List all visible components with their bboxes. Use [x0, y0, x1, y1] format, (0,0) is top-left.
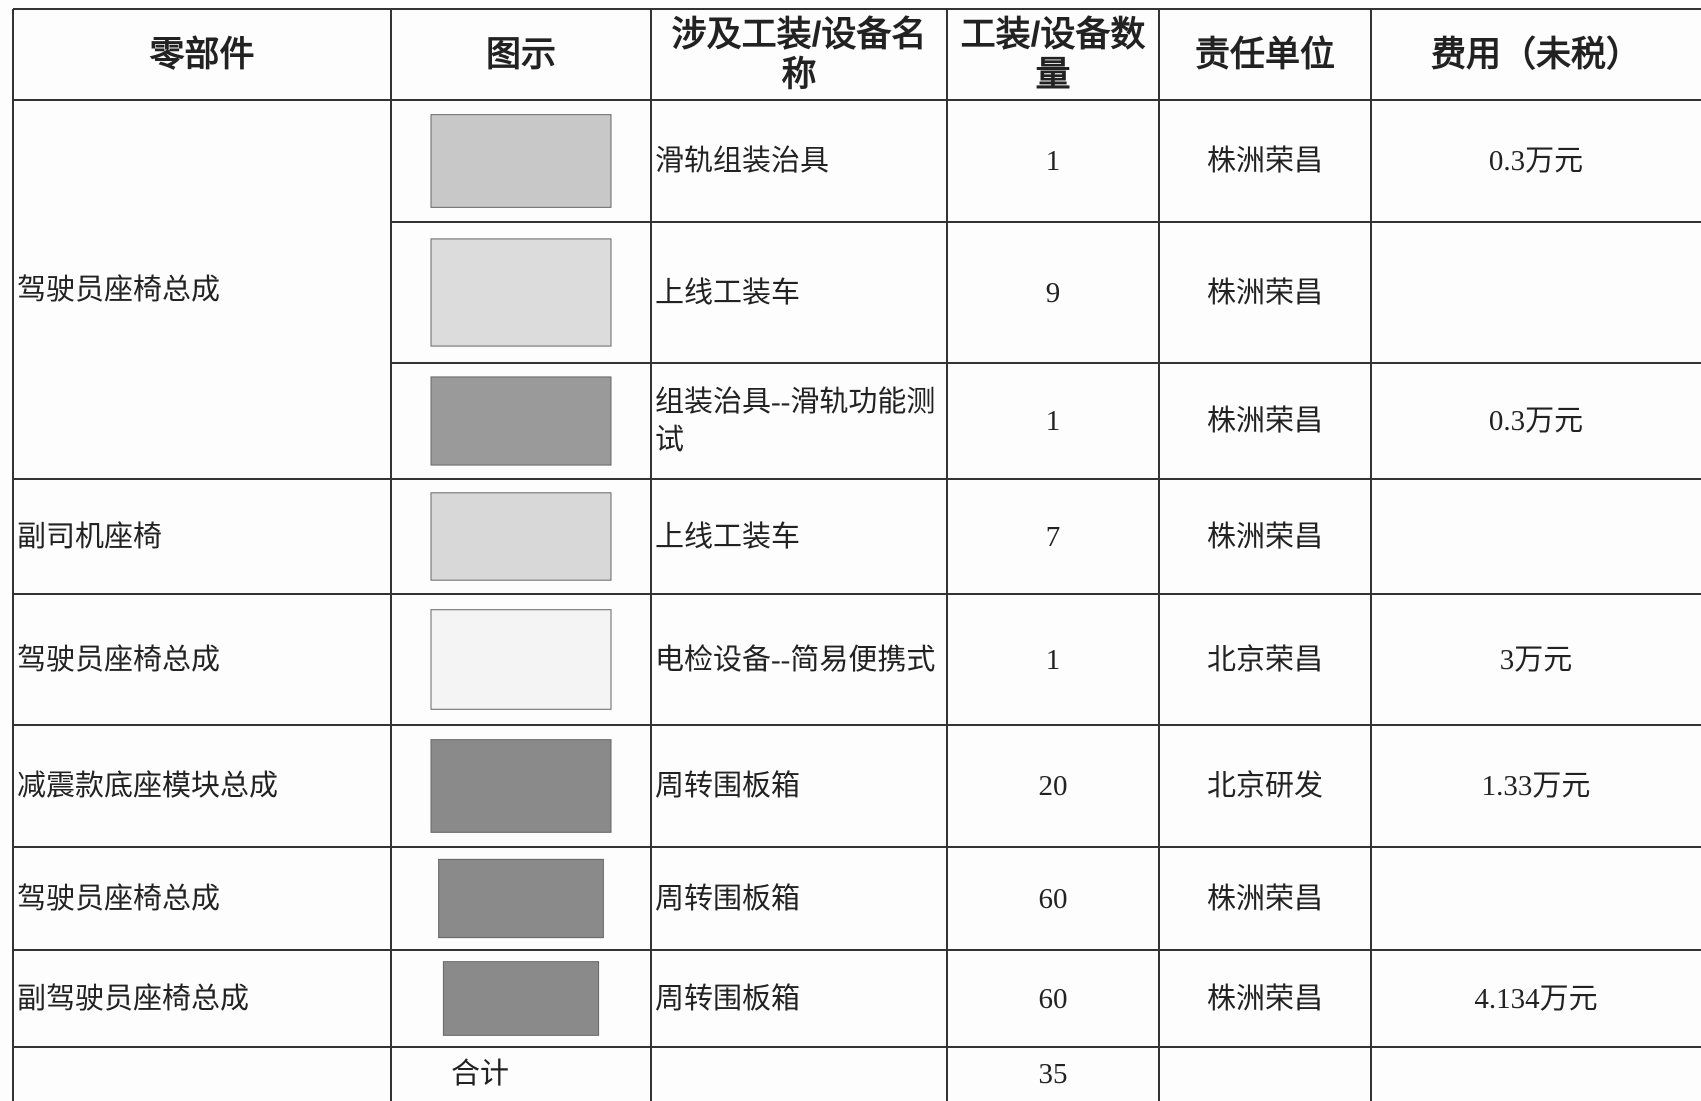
- qty-cell: 7: [1045, 520, 1061, 553]
- unit-cell: 株洲荣昌: [1206, 520, 1323, 553]
- unit-cell: 株洲荣昌: [1206, 276, 1323, 309]
- cost-cell: 3万元: [1499, 643, 1573, 676]
- name-cell: 周转围板箱: [655, 882, 801, 915]
- qty-cell: 1: [1045, 145, 1061, 177]
- header-cell: 图示: [485, 34, 556, 74]
- unit-cell: 株洲荣昌: [1206, 882, 1323, 915]
- part-cell: 驾驶员座椅总成: [17, 273, 221, 306]
- part-cell: 副驾驶员座椅总成: [17, 982, 250, 1015]
- photo: [430, 376, 612, 466]
- qty-cell: 9: [1045, 276, 1061, 309]
- name-cell: 滑轨组装治具: [655, 145, 830, 177]
- name-cell: 周转围板箱: [655, 982, 801, 1015]
- total-label: 合计: [450, 1058, 509, 1090]
- photo: [430, 609, 612, 710]
- part-cell: 驾驶员座椅总成: [17, 643, 221, 676]
- cost-cell: 0.3万元: [1488, 405, 1584, 437]
- unit-cell: 株洲荣昌: [1206, 982, 1323, 1015]
- qty-cell: 60: [1038, 882, 1068, 915]
- unit-cell: 株洲荣昌: [1206, 405, 1323, 437]
- photo: [430, 114, 612, 208]
- part-cell: 驾驶员座椅总成: [17, 882, 221, 915]
- qty-cell: 1: [1045, 405, 1061, 437]
- name-cell: 上线工装车: [655, 520, 801, 553]
- photo: [430, 238, 612, 347]
- part-cell: 减震款底座模块总成: [17, 770, 279, 802]
- photo: [430, 492, 612, 581]
- unit-cell: 株洲荣昌: [1206, 145, 1323, 177]
- part-cell: 副司机座椅: [17, 520, 163, 553]
- total-qty: 35: [1038, 1058, 1068, 1090]
- header-cell: 责任单位: [1194, 34, 1335, 74]
- unit-cell: 北京研发: [1206, 770, 1323, 802]
- name-cell: 上线工装车: [655, 276, 801, 309]
- name-cell: 电检设备--简易便携式: [655, 643, 936, 676]
- cost-cell: 1.33万元: [1481, 770, 1591, 802]
- cost-cell: 4.134万元: [1474, 982, 1598, 1015]
- qty-cell: 1: [1045, 643, 1061, 676]
- photo: [438, 858, 604, 939]
- cost-cell: 0.3万元: [1488, 145, 1584, 177]
- photo: [430, 739, 612, 833]
- qty-cell: 20: [1038, 770, 1068, 802]
- name-cell: 组装治具--滑轨功能测试: [655, 386, 936, 456]
- header-cell: 零部件: [149, 34, 255, 74]
- header-cell: 工装/设备数量: [960, 14, 1146, 94]
- photo: [442, 961, 600, 1036]
- unit-cell: 北京荣昌: [1206, 643, 1323, 676]
- name-cell: 周转围板箱: [655, 770, 801, 802]
- header-cell: 费用（未税）: [1430, 34, 1641, 74]
- qty-cell: 60: [1038, 982, 1068, 1015]
- header-cell: 涉及工装/设备名称: [671, 14, 927, 94]
